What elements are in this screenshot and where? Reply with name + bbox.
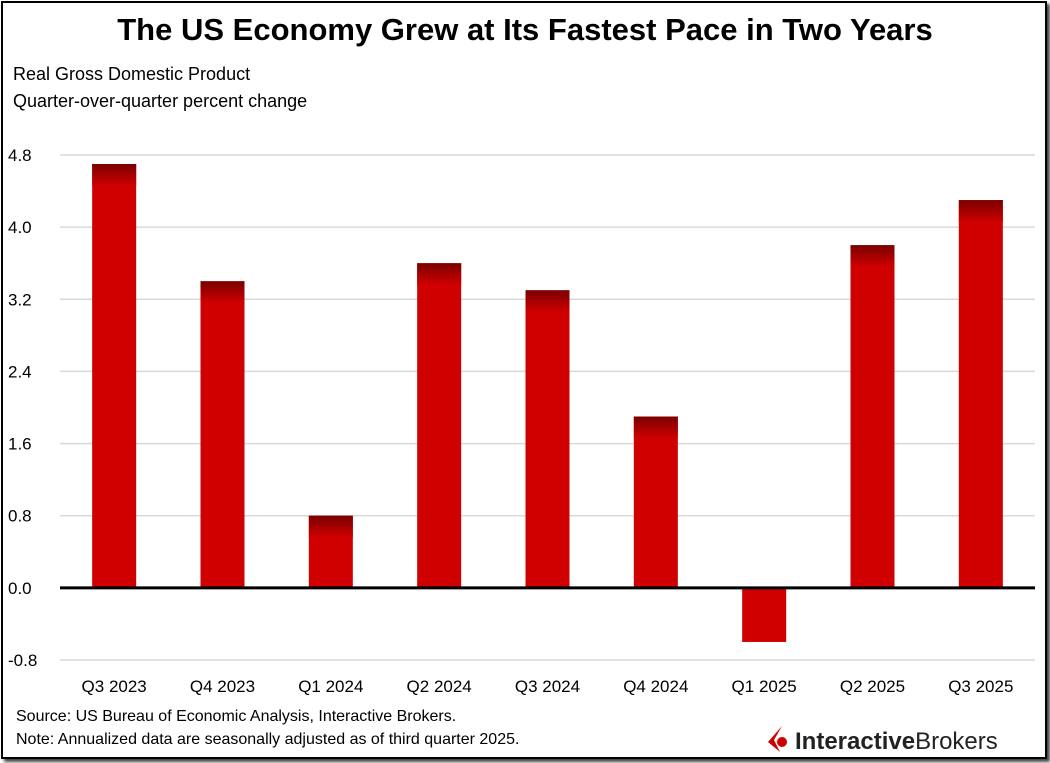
x-tick-label: Q3 2023 xyxy=(82,677,147,696)
y-tick-label: 4.0 xyxy=(8,218,32,237)
x-tick-label: Q2 2025 xyxy=(840,677,905,696)
y-tick-label: 1.6 xyxy=(8,435,32,454)
x-tick-label: Q4 2024 xyxy=(623,677,688,696)
y-tick-label: -0.8 xyxy=(8,651,37,670)
x-tick-label: Q2 2024 xyxy=(407,677,472,696)
x-tick-label: Q1 2025 xyxy=(732,677,797,696)
bar-q2-2025 xyxy=(850,245,895,588)
x-tick-label: Q3 2024 xyxy=(515,677,580,696)
annualized-note: Note: Annualized data are seasonally adj… xyxy=(16,731,520,748)
y-tick-label: 2.4 xyxy=(8,362,32,381)
interactive-brokers-logo: InteractiveBrokers xyxy=(768,726,998,756)
bar-q3-2024 xyxy=(525,290,570,588)
bar-top-shade xyxy=(417,263,462,286)
bar-top-shade xyxy=(200,281,245,304)
y-tick-label: 3.2 xyxy=(8,290,32,309)
bar-q1-2025 xyxy=(742,587,787,642)
y-tick-label: 0.8 xyxy=(8,507,32,526)
bar-top-shade xyxy=(850,245,895,268)
chart-title: The US Economy Grew at Its Fastest Pace … xyxy=(117,12,933,47)
bar-q4-2023 xyxy=(200,281,245,588)
logo-text-brokers: Brokers xyxy=(915,728,998,755)
bar-q3-2025 xyxy=(958,200,1003,588)
chart-subtitle-2: Quarter-over-quarter percent change xyxy=(13,91,308,111)
y-tick-label: 0.0 xyxy=(8,579,32,598)
bar-top-shade xyxy=(633,416,678,439)
bar-q4-2024 xyxy=(633,416,678,588)
bar-top-shade xyxy=(308,515,353,538)
bar-top-shade xyxy=(958,200,1003,223)
bar-q2-2024 xyxy=(417,263,462,588)
x-tick-label: Q4 2023 xyxy=(190,677,255,696)
x-tick-label: Q1 2024 xyxy=(298,677,363,696)
x-tick-label: Q3 2025 xyxy=(948,677,1013,696)
bar-top-shade xyxy=(92,164,137,187)
bar-top-shade xyxy=(525,290,570,313)
source-note: Source: US Bureau of Economic Analysis, … xyxy=(16,708,457,725)
bar-q3-2023 xyxy=(92,164,137,588)
chart-subtitle-1: Real Gross Domestic Product xyxy=(13,64,251,84)
ib-logo-icon xyxy=(768,726,787,752)
y-tick-label: 4.8 xyxy=(8,146,32,165)
logo-text-interactive: Interactive xyxy=(795,728,916,755)
